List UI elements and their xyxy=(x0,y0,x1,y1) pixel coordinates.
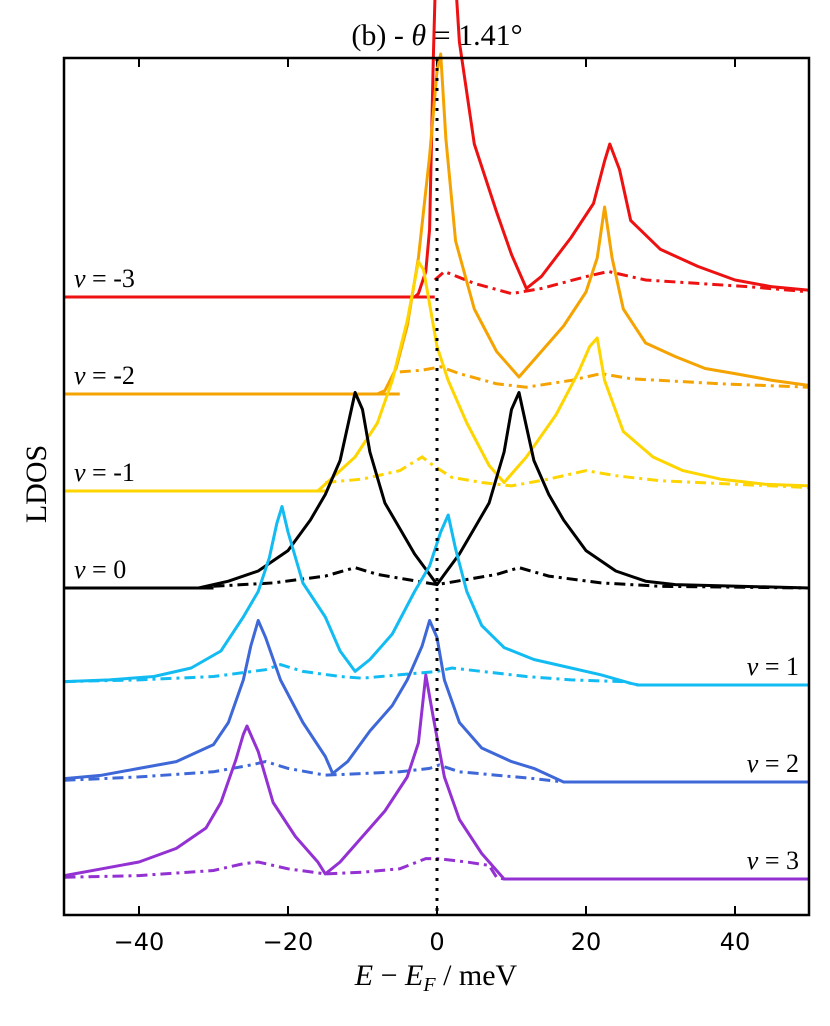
x-axis-label: E − EF / meV xyxy=(354,959,518,996)
chart-title: (b) - θ = 1.41° xyxy=(351,19,522,52)
series-label-value-2: = -1 xyxy=(86,458,135,487)
x-axis-label-minus: − xyxy=(373,959,405,992)
series-solid-line-6 xyxy=(64,673,810,881)
y-axis-label: LDOS xyxy=(20,445,53,523)
series-label-symbol-1: ν xyxy=(74,361,86,390)
series-label-value-0: = -3 xyxy=(86,264,135,293)
series-label-3: ν = 0 xyxy=(74,555,126,584)
chart-title-suffix: = 1.41° xyxy=(426,19,522,52)
series-solid-line-0 xyxy=(64,0,810,299)
x-tick-label-4: 40 xyxy=(720,928,751,956)
series-label-symbol-6: ν xyxy=(747,846,759,875)
series-label-6: ν = 3 xyxy=(747,846,799,875)
x-axis-label-rest: / meV xyxy=(436,959,518,992)
series-label-4: ν = 1 xyxy=(747,652,799,681)
series-label-symbol-4: ν xyxy=(747,652,759,681)
x-axis-label-ef: E xyxy=(404,959,423,992)
series-solid-line-4 xyxy=(64,505,810,687)
chart-title-symbol: θ xyxy=(411,19,426,52)
plot-lines xyxy=(64,0,810,881)
series-dashdot-line-1 xyxy=(399,365,810,389)
x-axis-label-sub: F xyxy=(422,974,436,996)
x-tick-label-1: −20 xyxy=(263,928,314,956)
series-label-5: ν = 2 xyxy=(747,749,799,778)
plot-frame xyxy=(62,56,811,917)
series-dashdot-line-6 xyxy=(64,857,810,881)
x-tick-label-2: 0 xyxy=(429,928,444,956)
series-solid-line-2 xyxy=(64,260,810,493)
series-dashdot-line-3 xyxy=(213,566,810,590)
series-solid-line-5 xyxy=(64,619,810,784)
x-axis-label-e: E xyxy=(354,959,373,992)
series-label-value-4: = 1 xyxy=(758,652,799,681)
x-tick-label-0: −40 xyxy=(114,928,165,956)
series-dashdot-line-2 xyxy=(325,455,810,490)
series-labels: ν = -3ν = -2ν = -1ν = 0ν = 1ν = 2ν = 3 xyxy=(74,264,799,875)
series-label-value-1: = -2 xyxy=(86,361,135,390)
series-label-1: ν = -2 xyxy=(74,361,135,390)
series-dashdot-line-0 xyxy=(433,269,810,296)
series-label-2: ν = -1 xyxy=(74,458,135,487)
series-label-symbol-2: ν xyxy=(74,458,86,487)
series-label-symbol-5: ν xyxy=(747,749,759,778)
x-tick-label-3: 20 xyxy=(571,928,602,956)
series-label-symbol-3: ν xyxy=(74,555,86,584)
series-label-value-6: = 3 xyxy=(758,846,799,875)
x-axis-ticks: −40 −20 0 20 40 xyxy=(114,58,751,956)
series-label-value-5: = 2 xyxy=(758,749,799,778)
series-label-0: ν = -3 xyxy=(74,264,135,293)
series-label-value-3: = 0 xyxy=(86,555,127,584)
series-solid-line-3 xyxy=(64,391,810,590)
series-label-symbol-0: ν xyxy=(74,264,86,293)
chart-title-prefix: (b) - xyxy=(351,19,411,52)
series-dashdot-line-4 xyxy=(64,663,810,687)
